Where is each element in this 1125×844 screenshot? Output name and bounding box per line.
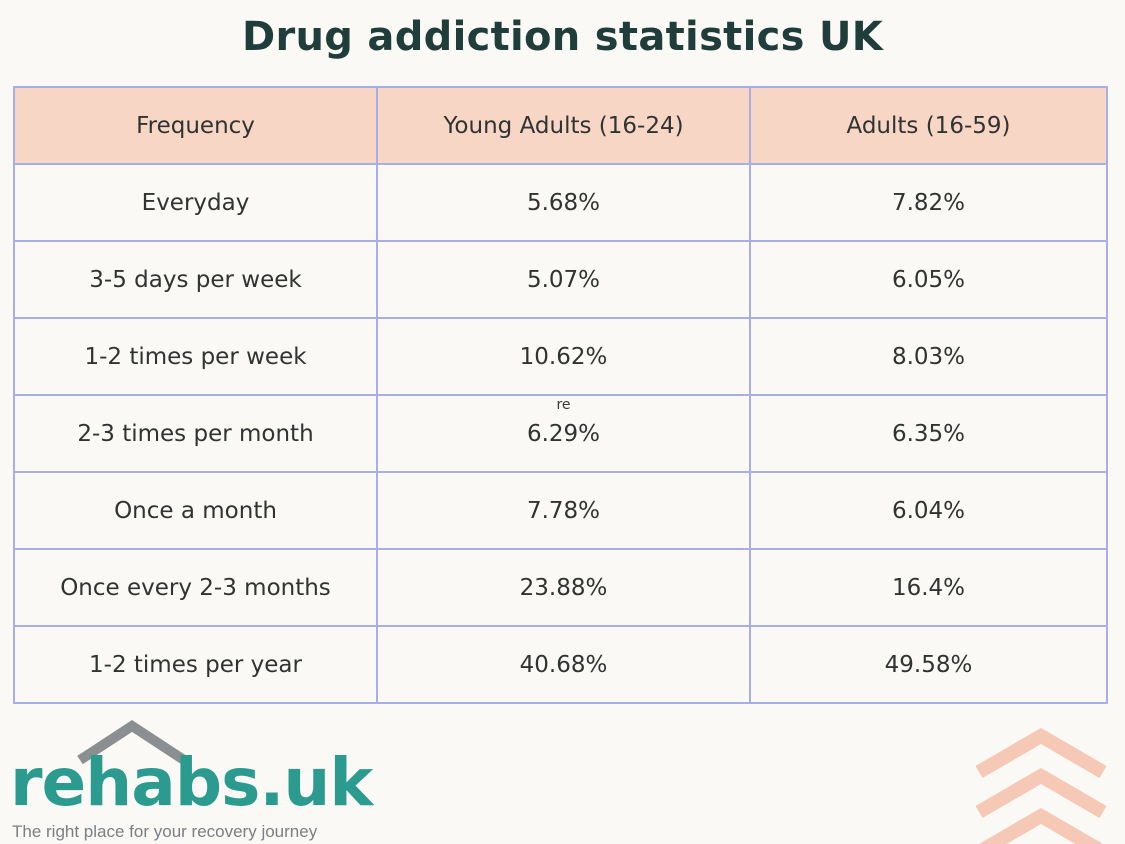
column-header-adults: Adults (16-59): [749, 86, 1108, 165]
frequency-cell: Everyday: [13, 163, 378, 242]
young-adults-value-cell: re 6.29%: [376, 394, 751, 473]
young-adults-value: 7.78%: [376, 471, 751, 550]
young-adults-value-wrap: re 6.29%: [526, 397, 601, 447]
page-title: Drug addiction statistics UK: [241, 14, 884, 60]
frequency-cell: 2-3 times per month: [13, 394, 378, 473]
table-row: 2-3 times per month re 6.29% 6.35%: [13, 394, 1108, 473]
adults-value: 16.4%: [749, 548, 1108, 627]
table-row: 3-5 days per week 5.07% 6.05%: [13, 240, 1108, 319]
frequency-cell: 3-5 days per week: [13, 240, 378, 319]
young-adults-value: 40.68%: [376, 625, 751, 704]
young-adults-value: 5.68%: [376, 163, 751, 242]
chevron-up-icon: [975, 727, 1107, 844]
table-row: Everyday 5.68% 7.82%: [13, 163, 1108, 242]
table-header-row: Frequency Young Adults (16-24) Adults (1…: [13, 86, 1108, 165]
table-row: 1-2 times per week 10.62% 8.03%: [13, 317, 1108, 396]
frequency-cell: Once every 2-3 months: [13, 548, 378, 627]
adults-value: 8.03%: [749, 317, 1108, 396]
adults-value: 6.04%: [749, 471, 1108, 550]
table-row: Once a month 7.78% 6.04%: [13, 471, 1108, 550]
table-row: 1-2 times per year 40.68% 49.58%: [13, 625, 1108, 704]
young-adults-value: 23.88%: [376, 548, 751, 627]
adults-value: 7.82%: [749, 163, 1108, 242]
annotation-note: re: [556, 396, 571, 413]
house-roof-icon: [77, 720, 187, 764]
young-adults-value: 5.07%: [376, 240, 751, 319]
young-adults-value: 6.29%: [526, 420, 601, 447]
table-row: Once every 2-3 months 23.88% 16.4%: [13, 548, 1108, 627]
adults-value: 49.58%: [749, 625, 1108, 704]
logo-tagline: The right place for your recovery journe…: [12, 822, 318, 841]
frequency-cell: 1-2 times per week: [13, 317, 378, 396]
frequency-cell: 1-2 times per year: [13, 625, 378, 704]
adults-value: 6.05%: [749, 240, 1108, 319]
rehabs-uk-logo: rehabs.uk The right place for your recov…: [10, 720, 373, 844]
frequency-cell: Once a month: [13, 471, 378, 550]
adults-value: 6.35%: [749, 394, 1108, 473]
column-header-frequency: Frequency: [13, 86, 378, 165]
statistics-table: Frequency Young Adults (16-24) Adults (1…: [13, 86, 1108, 704]
young-adults-value: 10.62%: [376, 317, 751, 396]
logo-wordmark: rehabs.uk: [10, 744, 373, 821]
column-header-young-adults: Young Adults (16-24): [376, 86, 751, 165]
